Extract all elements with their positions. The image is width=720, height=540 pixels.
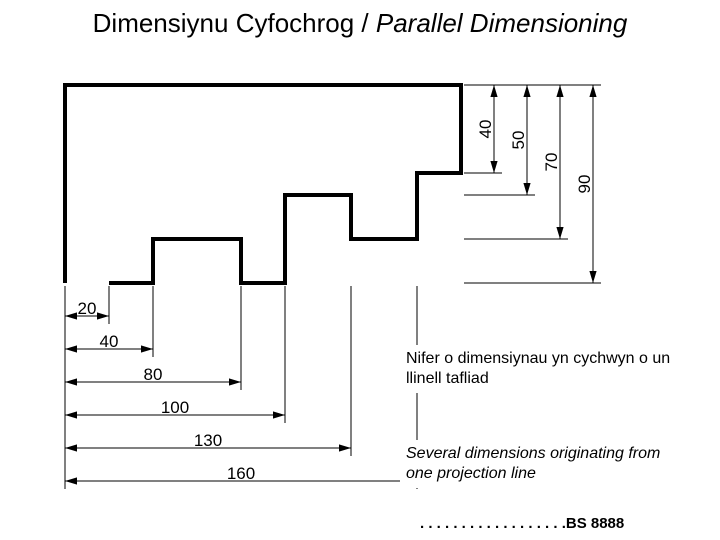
title-part2: Parallel Dimensioning <box>376 8 627 38</box>
svg-text:80: 80 <box>144 365 163 384</box>
svg-text:20: 20 <box>78 299 97 318</box>
note-welsh: Nifer o dimensiynau yn cychwyn o un llin… <box>400 345 680 393</box>
svg-text:130: 130 <box>194 431 222 450</box>
title-part1: Dimensiynu Cyfochrog / <box>93 8 376 38</box>
svg-text:160: 160 <box>227 464 255 483</box>
svg-text:70: 70 <box>542 153 561 172</box>
svg-text:50: 50 <box>509 131 528 150</box>
svg-text:100: 100 <box>161 398 189 417</box>
note-english: Several dimensions originating from one … <box>400 440 670 488</box>
svg-text:40: 40 <box>100 332 119 351</box>
svg-text:40: 40 <box>476 120 495 139</box>
footer-standard: . . . . . . . . . . . . . . . . . .BS 88… <box>420 515 700 532</box>
svg-text:90: 90 <box>575 175 594 194</box>
page-title: Dimensiynu Cyfochrog / Parallel Dimensio… <box>0 8 720 39</box>
